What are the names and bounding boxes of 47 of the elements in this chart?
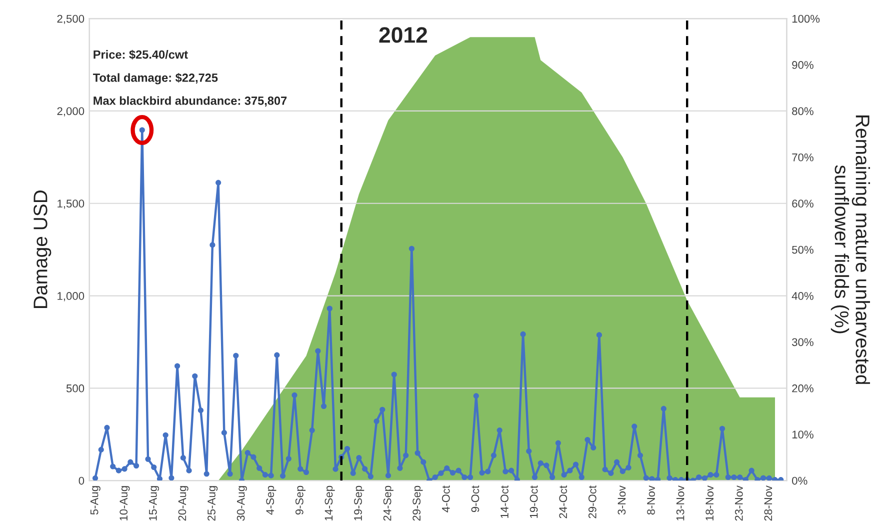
x-tick-label: 13-Nov xyxy=(676,485,684,520)
y2-tick-label: 50% xyxy=(792,246,814,254)
y-tick-label: 2,500 xyxy=(57,14,84,24)
y-tick-label: 500 xyxy=(66,384,84,392)
x-tick-label: 3-Nov xyxy=(618,485,626,515)
x-tick-label: 28-Nov xyxy=(764,485,772,521)
x-tick-label: 10-Aug xyxy=(120,486,130,520)
y2-tick-label: 0% xyxy=(792,476,808,485)
x-tick-label: 29-Sep xyxy=(412,486,423,521)
x-tick-label: 24-Sep xyxy=(383,486,394,521)
x-tick-label: 29-Oct xyxy=(588,485,596,518)
x-tick-label: 20-Aug xyxy=(178,486,188,521)
y2-tick-label: 20% xyxy=(792,384,814,392)
y2-tick-label: 30% xyxy=(792,338,814,346)
y2-tick-label: 70% xyxy=(792,153,814,162)
annotation: Max blackbird abundance: 375,807 xyxy=(94,96,287,107)
annotation: Total damage: $22,725 xyxy=(93,73,218,84)
annotation: Price: $25.40/cwt xyxy=(94,50,188,60)
x-tick-label: 4-Sep xyxy=(266,486,276,515)
x-tick-label: 23-Nov xyxy=(734,485,743,521)
x-tick-label: 18-Nov xyxy=(706,485,714,520)
x-tick-label: 25-Aug xyxy=(208,486,218,521)
x-tick-label: 14-Sep xyxy=(324,486,335,520)
y-tick-label: 0 xyxy=(78,476,84,485)
x-tick-label: 5-Aug xyxy=(90,486,100,515)
y-axis-title: Damage USD xyxy=(34,190,52,308)
y-tick-label: 1,500 xyxy=(58,200,84,209)
y2-axis-title: Remaining mature unharvested sunflower fields (%) xyxy=(830,116,870,384)
x-tick-label: 15-Aug xyxy=(149,486,160,520)
x-tick-label: 24-Oct xyxy=(559,485,568,518)
y2-tick-label: 80% xyxy=(792,107,814,116)
y2-tick-label: 90% xyxy=(792,61,814,69)
x-tick-label: 9-Sep xyxy=(295,486,306,515)
x-tick-label: 19-Sep xyxy=(354,486,364,520)
y2-tick-label: 100% xyxy=(792,14,820,23)
x-tick-label: 8-Nov xyxy=(647,485,655,515)
x-tick-label: 14-Oct xyxy=(500,485,508,518)
y-tick-label: 1,000 xyxy=(58,292,84,302)
chart-title: 2012 xyxy=(379,27,428,43)
y2-tick-label: 10% xyxy=(792,430,814,438)
x-tick-label: 30-Aug xyxy=(236,486,247,521)
y2-tick-label: 40% xyxy=(792,292,814,300)
x-tick-label: 9-Oct xyxy=(471,485,480,512)
y2-tick-label: 60% xyxy=(792,200,814,208)
y-tick-label: 2,000 xyxy=(57,107,84,116)
x-tick-label: 19-Oct xyxy=(530,485,538,518)
x-tick-label: 4-Oct xyxy=(442,485,450,512)
